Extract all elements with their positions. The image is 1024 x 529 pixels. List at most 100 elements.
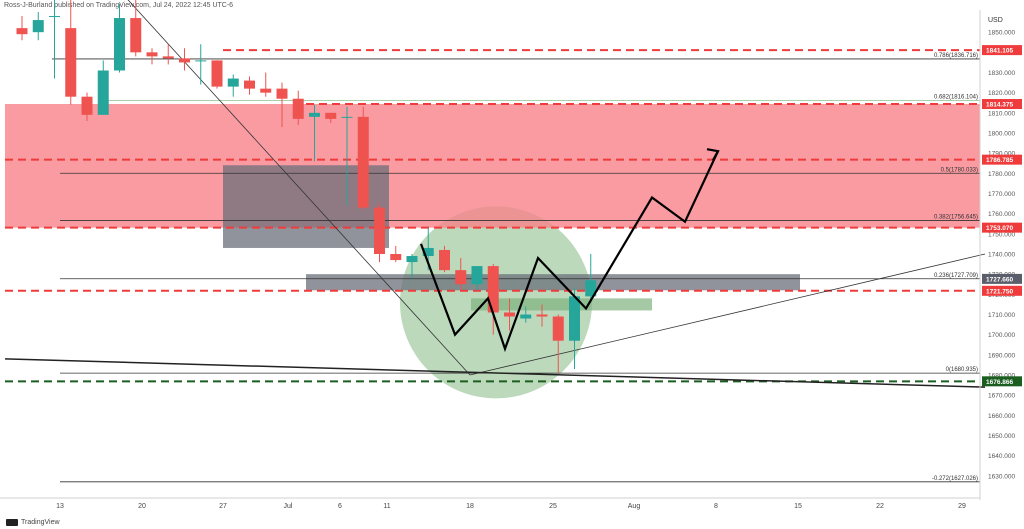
candle-body (487, 266, 499, 313)
fib-label: 0(1680.935) (946, 367, 978, 373)
price-tag (982, 45, 1022, 56)
x-tick-label: 18 (466, 503, 474, 510)
fib-label: 0.682(1816.104) (934, 95, 978, 101)
candle-body (114, 18, 125, 71)
x-tick-label: Aug (628, 503, 641, 510)
x-tick-label: 8 (714, 503, 718, 510)
x-tick-label: 29 (958, 503, 966, 510)
projected-path (419, 150, 719, 353)
green-demand-box (471, 298, 652, 311)
candle-body (536, 314, 548, 317)
x-tick-label: 25 (549, 503, 557, 510)
candle-body (439, 249, 450, 271)
y-tick-label: 1760.000 (988, 211, 1015, 218)
y-tick-label: 1800.000 (988, 131, 1015, 138)
y-tick-label: 1670.000 (988, 393, 1015, 400)
fib-label: 0.236(1727.709) (934, 273, 978, 279)
y-tick-label: 1650.000 (988, 433, 1015, 440)
y-tick-label: 1640.000 (988, 453, 1015, 460)
y-tick-label: 1630.000 (988, 473, 1015, 480)
candle-body (552, 316, 564, 341)
x-tick-label: 20 (138, 503, 146, 510)
candle-body (16, 28, 28, 35)
x-tick-label: 22 (876, 503, 884, 510)
price-tag-label: 1814.375 (986, 102, 1013, 109)
x-tick-label: 11 (383, 503, 390, 510)
grey-band (306, 274, 800, 291)
candle-body (471, 266, 483, 285)
candle-body (276, 88, 288, 99)
y-tick-label: 1830.000 (988, 70, 1015, 77)
x-tick-label: 13 (56, 503, 64, 510)
tradingview-logo-icon (6, 519, 18, 526)
x-tick-label: Jul (284, 503, 293, 510)
fib-label: -0.272(1627.026) (932, 476, 978, 482)
y-tick-label: 1820.000 (988, 90, 1015, 97)
candle-body (292, 98, 304, 119)
fib-label: 0.5(1780.033) (941, 167, 978, 173)
y-tick-label: 1790.000 (988, 151, 1015, 158)
price-tag-label: 1721.750 (986, 288, 1013, 295)
candle-body (146, 52, 158, 57)
y-tick-label: 1750.000 (988, 231, 1015, 238)
resistance-zone (5, 104, 980, 228)
y-tick-label: 1740.000 (988, 252, 1015, 259)
price-tag-label: 1753.070 (986, 225, 1013, 232)
x-tick-label: 27 (219, 503, 227, 510)
y-tick-label: 1850.000 (988, 30, 1015, 37)
price-tag (982, 99, 1022, 110)
candle-body (455, 270, 467, 285)
footer: TradingView (6, 519, 60, 526)
falling-trendline (127, 0, 471, 376)
y-tick-label: 1770.000 (988, 191, 1015, 198)
candle-body (390, 254, 402, 261)
publisher-text: Ross-J-Burland published on TradingView.… (4, 2, 234, 9)
price-tag (982, 154, 1022, 165)
y-tick-label: 1700.000 (988, 332, 1015, 339)
candle-body (195, 60, 207, 62)
candle-body (309, 112, 320, 117)
candle-body (357, 116, 369, 208)
fib-label: 0.382(1756.645) (934, 214, 978, 220)
price-tag-label: 1841.105 (986, 48, 1013, 55)
brand-label: TradingView (21, 519, 60, 526)
y-tick-label: 1780.000 (988, 171, 1015, 178)
x-tick-label: 15 (794, 503, 802, 510)
y-tick-label: 1660.000 (988, 413, 1015, 420)
y-tick-label: 1690.000 (988, 352, 1015, 359)
publisher-header: Ross-J-Burland published on TradingView.… (4, 2, 233, 9)
candle-body (422, 247, 434, 257)
y-tick-label: 1680.000 (988, 373, 1015, 380)
candle-body (130, 18, 142, 53)
candle-body (32, 20, 44, 33)
candle-body (406, 256, 418, 263)
candle-body (97, 70, 109, 115)
candle-body (520, 314, 532, 319)
y-tick-label: 1810.000 (988, 110, 1015, 117)
candle-body (65, 28, 77, 97)
price-tag-label: 1676.866 (986, 379, 1013, 386)
candle-body (260, 88, 272, 93)
candle-body (227, 78, 239, 87)
candle-body (585, 280, 597, 297)
candle-body (374, 207, 385, 254)
x-tick-label: 6 (338, 503, 342, 510)
candle-body (341, 116, 353, 118)
candle-body (49, 16, 60, 18)
lower-support-line (4, 358, 986, 388)
candle-body (504, 312, 515, 317)
fib-label: 0.786(1836.716) (934, 53, 978, 59)
candle-body (162, 56, 174, 59)
candle-body (81, 96, 93, 115)
price-tag (982, 285, 1022, 296)
price-tag-label: 1727.660 (986, 276, 1013, 283)
candle-body (179, 58, 190, 63)
candle-body (244, 80, 255, 89)
rising-trendline (469, 253, 986, 376)
price-tag-label: 1786.785 (986, 157, 1013, 164)
price-tag (982, 222, 1022, 233)
price-tag (982, 376, 1022, 387)
candle-body (325, 112, 337, 119)
y-tick-label: 1710.000 (988, 312, 1015, 319)
